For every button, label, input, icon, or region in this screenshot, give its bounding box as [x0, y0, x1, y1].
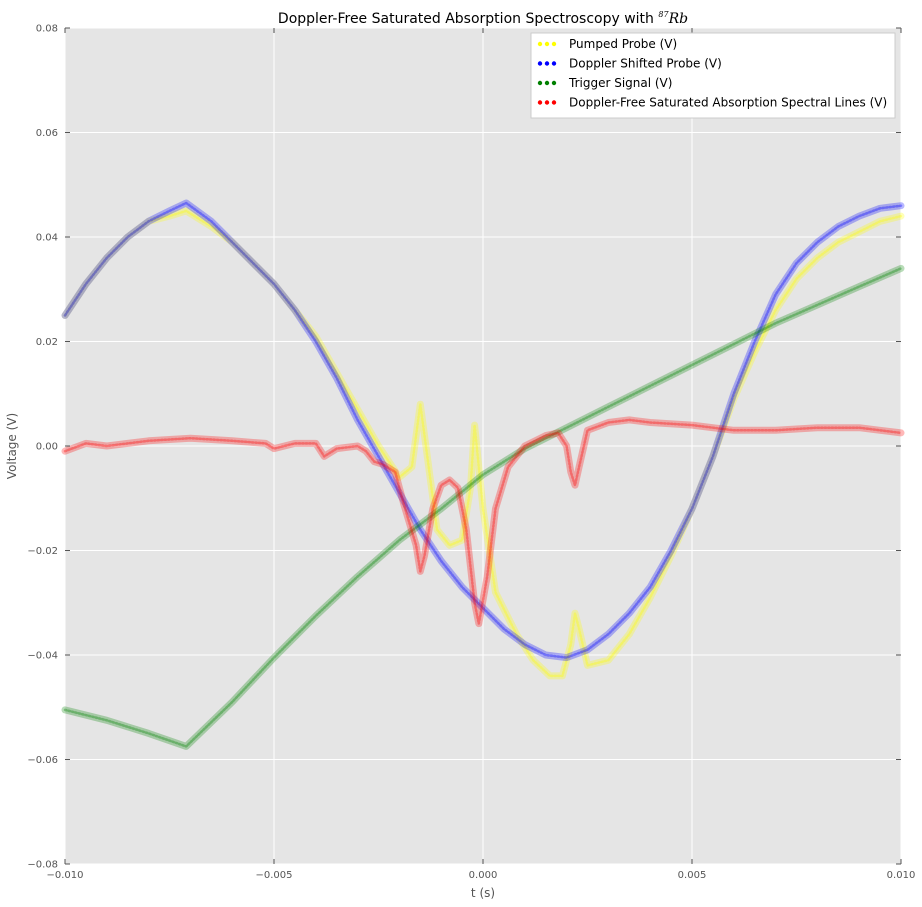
legend-marker: [544, 41, 550, 47]
series-trigger-signal-v: [61, 264, 905, 750]
y-tick-label: 0.00: [36, 442, 58, 453]
legend-item-doppler-shifted-probe-v: Doppler Shifted Probe (V): [537, 57, 722, 71]
y-tick-label: −0.04: [27, 651, 58, 662]
legend-box: [530, 32, 896, 119]
x-axis-label: t (s): [471, 886, 495, 900]
y-tick-label: −0.02: [27, 546, 58, 557]
series-doppler-free-saturated-absorption-spectral-lines-v-line: [63, 418, 903, 625]
ticks: −0.010 −0.005 0.000 0.005 0.010 −0.08 −0.06 −0.…: [27, 24, 915, 882]
y-tick-label: −0.08: [27, 860, 58, 871]
chart-title: Doppler-Free Saturated Absorption Spectr…: [278, 10, 688, 27]
series-layer: [61, 199, 905, 750]
legend-marker: [551, 100, 557, 105]
legend-marker: [551, 80, 557, 86]
legend-item-pumped-probe-v: Pumped Probe (V): [537, 37, 677, 51]
y-tick-label: 0.02: [36, 337, 58, 348]
legend-marker: [537, 100, 543, 105]
grid: [64, 27, 902, 865]
chart-title-text: Doppler-Free Saturated Absorption Spectr…: [278, 11, 658, 27]
legend-label: Doppler-Free Saturated Absorption Spectr…: [569, 96, 887, 110]
legend-label: Trigger Signal (V): [568, 76, 672, 90]
series-doppler-free-saturated-absorption-spectral-lines-v-band: [61, 416, 905, 628]
series-doppler-free-saturated-absorption-spectral-lines-v: [61, 416, 905, 628]
series-trigger-signal-v-band: [61, 264, 905, 750]
legend-marker: [551, 61, 557, 66]
y-tick-label: −0.06: [27, 755, 58, 766]
x-tick-label: −0.005: [255, 870, 292, 881]
legend-marker: [537, 41, 543, 47]
y-axis-label: Voltage (V): [5, 413, 19, 479]
x-tick-label: 0.005: [678, 870, 707, 881]
chart-title-element: Rb: [668, 11, 689, 27]
legend-marker: [551, 41, 557, 47]
series-pumped-probe-v-line: [63, 209, 903, 678]
series-pumped-probe-v: [61, 207, 905, 680]
legend-label: Doppler Shifted Probe (V): [569, 57, 722, 71]
series-doppler-shifted-probe-v-band: [61, 199, 905, 662]
legend-label: Pumped Probe (V): [569, 37, 677, 51]
series-doppler-shifted-probe-v: [61, 199, 905, 662]
legend-marker: [544, 100, 550, 105]
x-tick-label: 0.010: [887, 870, 916, 881]
legend-marker: [537, 80, 543, 86]
legend-item-doppler-free-saturated-absorption-spectral-lines-v: Doppler-Free Saturated Absorption Spectr…: [537, 96, 887, 110]
series-doppler-shifted-probe-v-line: [63, 201, 903, 659]
chart-title-isotope: 87: [658, 10, 669, 19]
series-trigger-signal-v-line: [63, 267, 903, 748]
y-tick-label: 0.06: [36, 128, 58, 139]
series-pumped-probe-v-band: [61, 207, 905, 680]
legend: Pumped Probe (V) Doppler Shifted Probe (V…: [530, 32, 896, 119]
x-tick-label: −0.010: [46, 870, 83, 881]
y-tick-label: 0.04: [36, 233, 58, 244]
legend-marker: [544, 80, 550, 86]
legend-marker: [544, 61, 550, 66]
legend-marker: [537, 61, 543, 66]
x-tick-label: 0.000: [469, 870, 498, 881]
y-tick-label: 0.08: [36, 24, 58, 35]
legend-item-trigger-signal-v: Trigger Signal (V): [537, 76, 672, 90]
